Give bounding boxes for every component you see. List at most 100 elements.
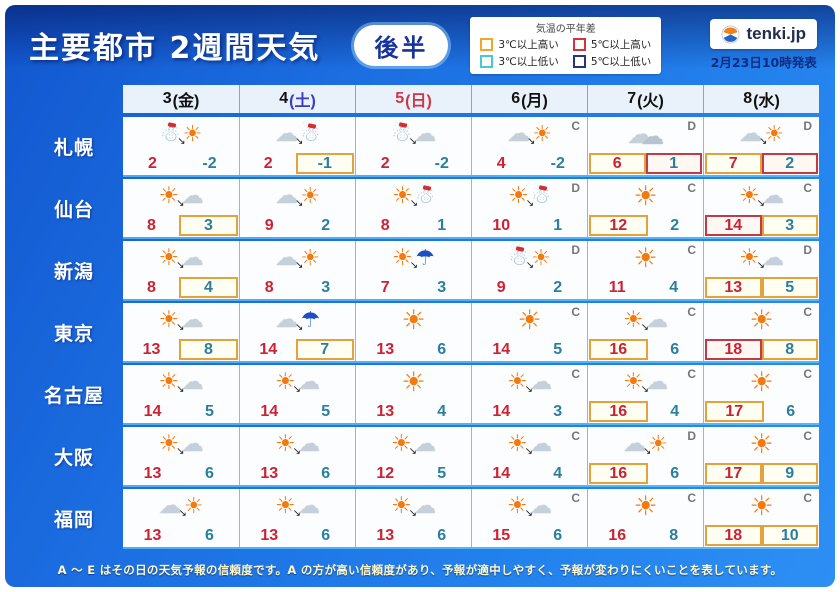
temps: 15 6 <box>473 525 586 546</box>
high-temp: 9 <box>264 216 274 234</box>
sun-glyph: ☀ <box>274 493 296 519</box>
high-temp: 14 <box>492 464 511 482</box>
temps: 13 8 <box>124 339 238 360</box>
low-temp: 7 <box>295 339 354 360</box>
confidence-letter: C <box>687 367 696 381</box>
temps: 13 6 <box>241 463 354 484</box>
forecast-cell: ☀ ↘ ☁ 13 6 <box>355 489 471 547</box>
sun-to-cloud-icon: ☀ ↘ ☁ <box>472 428 587 461</box>
transition-arrow-icon: ↘ <box>524 446 533 457</box>
column-header: 3 (金) <box>123 85 239 113</box>
forecast-cell: C ☀ 16 8 <box>587 489 703 547</box>
temps: 14 5 <box>241 401 354 422</box>
high-temp: 9 <box>496 278 506 296</box>
forecast-cell: ☀ ↘ ☁ 12 5 <box>355 427 471 485</box>
high-temp: 11 <box>608 278 626 296</box>
temps: 14 3 <box>473 401 586 422</box>
high-temp: 14 <box>492 402 511 420</box>
cloud-glyph: ☁ <box>298 493 320 519</box>
cloud-glyph: ☁ <box>181 431 204 457</box>
forecast-cell: ☀ ↘ ☁ 8 4 <box>123 241 239 299</box>
temps: 4 -2 <box>473 153 586 174</box>
high-temp: 6 <box>589 153 646 174</box>
high-temp: 8 <box>147 278 156 296</box>
cloud-glyph: ☁ <box>414 121 436 147</box>
high-temp: 16 <box>589 339 648 360</box>
sun-glyph: ☀ <box>633 243 658 274</box>
sun-to-cloud-icon: ☀ ↘ ☁ <box>704 180 819 213</box>
forecast-cell: C ☀ 17 6 <box>703 365 819 423</box>
cloud-glyph: ☁ <box>274 183 298 209</box>
sun-icon: ☀ <box>704 366 819 399</box>
legend-label: 5℃以上低い <box>590 55 652 68</box>
low-temp: 6 <box>786 402 796 420</box>
high-temp: 13 <box>376 402 395 420</box>
forecast-table: 3 (金) 4 (土) 5 (日) 6 (月) 7 (火) 8 (水) 札幌 ☃ ↘ ☀ 2 -2 ☁ ↘ ☃ 2 -1 ☃… <box>31 85 819 547</box>
high-temp: 13 <box>142 340 161 358</box>
transition-arrow-icon: ↘ <box>758 136 768 147</box>
sun-to-cloud-icon: ☀ ↘ ☁ <box>472 490 587 523</box>
high-temp: 7 <box>380 278 390 296</box>
transition-arrow-icon: ↘ <box>409 260 419 271</box>
column-header: 5 (日) <box>355 85 471 113</box>
sun-to-cloud-icon: ☀ ↘ ☁ <box>240 366 355 399</box>
low-temp: 2 <box>321 216 331 234</box>
sun-to-cloud-icon: ☀ ↘ ☁ <box>123 428 239 461</box>
high-temp: 13 <box>260 464 279 482</box>
sun-to-cloud-icon: ☀ ↘ ☁ <box>123 180 239 213</box>
legend-swatch-icon <box>572 37 586 51</box>
sun-glyph: ☀ <box>517 305 542 336</box>
legend-swatch-icon <box>480 37 494 51</box>
confidence-letter: D <box>571 243 580 257</box>
low-temp: 9 <box>761 463 818 484</box>
sun-glyph: ☀ <box>506 431 528 457</box>
cloud-glyph: ☁ <box>506 121 530 147</box>
transition-arrow-icon: ↘ <box>294 198 304 209</box>
cloud-glyph: ☁ <box>181 245 204 271</box>
transition-arrow-icon: ↘ <box>294 136 304 147</box>
legend-label: 5℃以上高い <box>590 38 652 51</box>
tenki-logo[interactable]: tenki.jp <box>710 19 817 49</box>
low-temp: 1 <box>645 153 702 174</box>
temps: 14 5 <box>124 401 238 422</box>
sun-glyph: ☀ <box>158 183 180 209</box>
confidence-footnote: A ～ E はその日の天気予報の信頼度です。A の方が高い信頼度があり、予報が適… <box>57 563 783 577</box>
forecast-cell: C ☀ ↘ ☁ 15 6 <box>471 489 587 547</box>
transition-arrow-icon: ↘ <box>409 198 419 209</box>
confidence-letter: D <box>571 181 580 195</box>
snow-to-cloud-icon: ☃ ↘ ☁ <box>356 118 471 151</box>
sun-to-cloud-icon: ☀ ↘ ☁ <box>240 428 355 461</box>
transition-arrow-icon: ↘ <box>176 446 185 457</box>
period-toggle-badge[interactable]: 後半 <box>354 24 449 66</box>
transition-arrow-icon: ↘ <box>640 384 649 395</box>
cloud-glyph: ☁ <box>641 124 664 150</box>
snow-glyph: ☃ <box>508 245 529 271</box>
transition-arrow-icon: ↘ <box>292 384 301 395</box>
city-label: 名古屋 <box>43 384 104 407</box>
low-temp: 4 <box>669 278 679 296</box>
low-temp: 6 <box>670 464 680 482</box>
low-temp: 6 <box>437 526 447 544</box>
transition-arrow-icon: ↘ <box>178 508 187 519</box>
legend-item: 5℃以上高い <box>572 37 652 52</box>
confidence-letter: D <box>803 119 812 133</box>
forecast-cell: ☀ ↘ ☁ 8 3 <box>123 179 239 237</box>
confidence-letter: C <box>687 305 696 319</box>
high-temp: 13 <box>260 526 279 544</box>
cloud-glyph: ☁ <box>530 493 552 519</box>
sun-glyph: ☀ <box>158 431 180 457</box>
sun-to-cloud-icon: ☀ ↘ ☁ <box>356 490 471 523</box>
high-temp: 8 <box>264 278 274 296</box>
transition-arrow-icon: ↘ <box>176 322 185 333</box>
cloud-to-sun-icon: ☁ ↘ ☀ <box>123 490 239 523</box>
sun-to-cloud-icon: ☀ ↘ ☁ <box>704 242 819 275</box>
confidence-letter: D <box>687 429 696 443</box>
low-temp: 4 <box>553 464 563 482</box>
low-temp: 3 <box>321 278 331 296</box>
sun-icon: ☀ <box>588 242 703 275</box>
low-temp: 5 <box>761 277 818 298</box>
confidence-letter: C <box>803 491 812 505</box>
sun-glyph: ☀ <box>158 369 180 395</box>
